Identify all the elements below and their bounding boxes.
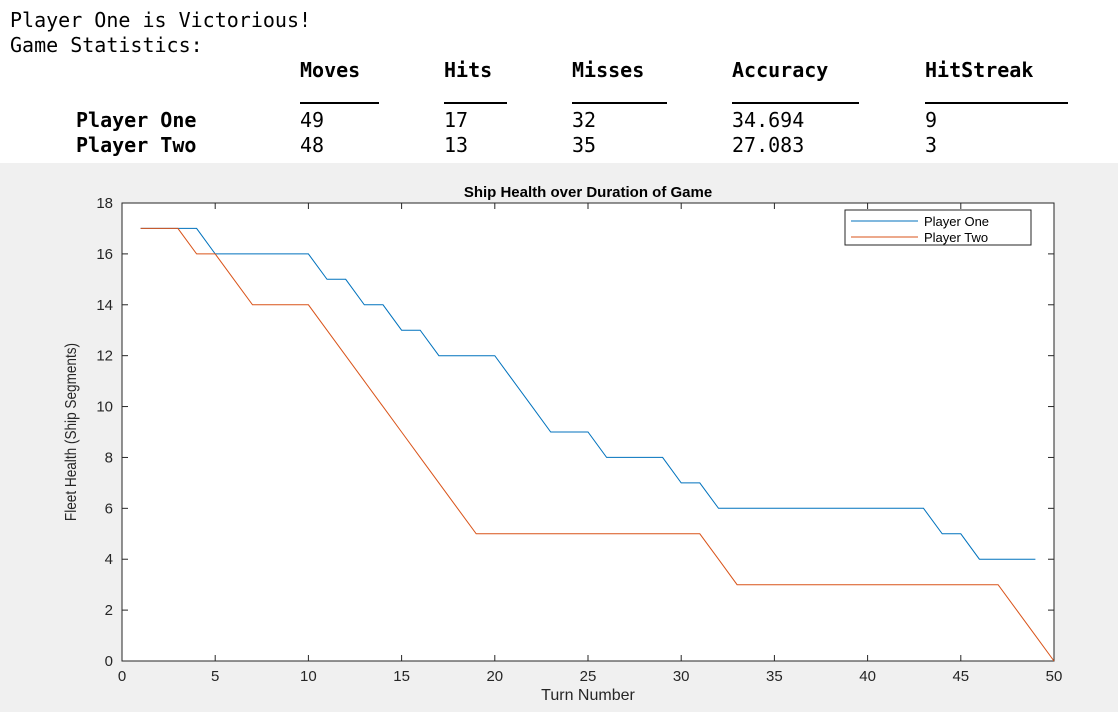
chart-title: Ship Health over Duration of Game bbox=[464, 184, 712, 201]
header-underline bbox=[444, 102, 507, 104]
header-underline bbox=[925, 102, 1068, 104]
x-tick-label: 35 bbox=[766, 668, 783, 685]
y-tick-label: 4 bbox=[105, 551, 113, 568]
y-tick-label: 14 bbox=[96, 297, 113, 314]
y-tick-label: 0 bbox=[105, 653, 113, 670]
y-tick-label: 2 bbox=[105, 602, 113, 619]
y-axis-label: Fleet Health (Ship Segments) bbox=[63, 343, 80, 521]
x-tick-label: 45 bbox=[952, 668, 969, 685]
legend-label-player-one: Player One bbox=[924, 214, 989, 229]
header-underline bbox=[732, 102, 859, 104]
table-cell: 32 bbox=[572, 108, 597, 132]
col-header-moves: Moves bbox=[300, 58, 361, 82]
table-cell: 9 bbox=[925, 108, 938, 132]
legend-label-player-two: Player Two bbox=[924, 230, 988, 245]
y-tick-label: 10 bbox=[96, 399, 113, 416]
table-cell: 27.083 bbox=[732, 133, 805, 157]
victory-message: Player One is Victorious! bbox=[10, 8, 312, 32]
table-cell: 34.694 bbox=[732, 108, 805, 132]
ship-health-chart: 0 5 10 15 20 25 30 35 40 45 50 0 2 4 6 8 10 12 14 16 18 Ship… bbox=[63, 184, 1062, 704]
table-cell: 49 bbox=[300, 108, 325, 132]
x-tick-label: 40 bbox=[859, 668, 876, 685]
axis-ticks: 0 5 10 15 20 25 30 35 40 45 50 0 2 4 6 8 10 12 14 16 18 bbox=[96, 195, 1062, 685]
x-tick-label: 50 bbox=[1046, 668, 1063, 685]
y-tick-label: 8 bbox=[105, 449, 113, 466]
console-output: Player One is Victorious! Game Statistic… bbox=[0, 0, 1118, 160]
series-lines bbox=[140, 227, 1055, 662]
x-tick-label: 30 bbox=[673, 668, 690, 685]
row-label-player-two: Player Two bbox=[76, 133, 197, 157]
x-tick-label: 15 bbox=[393, 668, 410, 685]
x-axis-label: Turn Number bbox=[541, 687, 635, 704]
row-label-player-one: Player One bbox=[76, 108, 197, 132]
x-tick-label: 10 bbox=[300, 668, 317, 685]
legend-box bbox=[844, 209, 1032, 246]
series-line-player-one bbox=[140, 227, 1036, 560]
x-tick-label: 0 bbox=[118, 668, 126, 685]
x-tick-label: 20 bbox=[486, 668, 503, 685]
stats-heading: Game Statistics: bbox=[10, 33, 203, 57]
y-tick-label: 12 bbox=[96, 348, 113, 365]
header-underline bbox=[572, 102, 667, 104]
table-cell: 3 bbox=[925, 133, 938, 157]
table-cell: 48 bbox=[300, 133, 325, 157]
x-tick-label: 5 bbox=[211, 668, 219, 685]
y-tick-label: 16 bbox=[96, 246, 113, 263]
col-header-hits: Hits bbox=[444, 58, 493, 82]
figure-window: 0 5 10 15 20 25 30 35 40 45 50 0 2 4 6 8 10 12 14 16 18 Ship… bbox=[0, 163, 1118, 712]
col-header-hitstreak: HitStreak bbox=[925, 58, 1034, 82]
table-cell: 13 bbox=[444, 133, 469, 157]
y-tick-label: 6 bbox=[105, 500, 113, 517]
table-cell: 35 bbox=[572, 133, 597, 157]
col-header-misses: Misses bbox=[572, 58, 645, 82]
y-tick-label: 18 bbox=[96, 195, 113, 212]
table-cell: 17 bbox=[444, 108, 469, 132]
x-tick-label: 25 bbox=[580, 668, 597, 685]
header-underline bbox=[300, 102, 379, 104]
legend: Player One Player Two bbox=[844, 209, 1032, 246]
series-line-player-two bbox=[140, 227, 1055, 662]
col-header-accuracy: Accuracy bbox=[732, 58, 829, 82]
